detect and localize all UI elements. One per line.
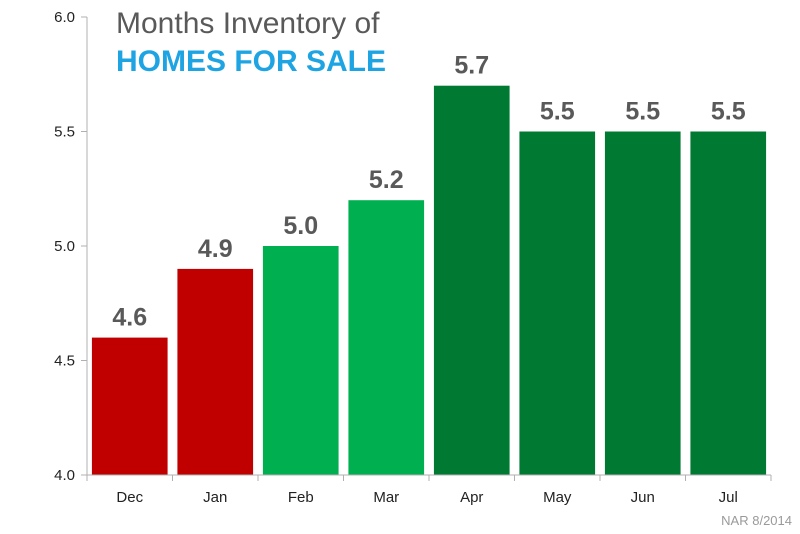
bar-apr	[433, 85, 510, 475]
bar-jun	[604, 131, 681, 475]
chart-title-line1: Months Inventory of	[116, 7, 380, 40]
data-label-jan: 4.9	[198, 235, 233, 263]
x-tick-label-jul: Jul	[719, 489, 738, 506]
x-axis: Dec Jan Feb Mar Apr May Jun Jul	[86, 474, 772, 506]
bar-may	[519, 131, 596, 475]
bar-feb	[262, 246, 339, 475]
data-label-jun: 5.5	[625, 98, 660, 126]
bar-jan	[177, 268, 254, 475]
x-tick-label-mar: Mar	[373, 489, 399, 506]
x-tick-label-apr: Apr	[460, 489, 483, 506]
x-tick-label-feb: Feb	[288, 489, 314, 506]
y-tick-label: 5.5	[54, 124, 75, 141]
data-label-mar: 5.2	[369, 166, 404, 194]
bars	[91, 85, 767, 475]
y-tick-label: 6.0	[54, 9, 75, 26]
data-label-jul: 5.5	[711, 98, 746, 126]
y-tick-label: 5.0	[54, 238, 75, 255]
data-label-may: 5.5	[540, 98, 575, 126]
bar-dec	[91, 337, 168, 475]
y-tick-label: 4.5	[54, 353, 75, 370]
chart-title-line2: HOMES FOR SALE	[116, 45, 386, 78]
bar-mar	[348, 200, 425, 475]
source-note: NAR 8/2014	[721, 513, 792, 528]
x-tick-label-jan: Jan	[203, 489, 227, 506]
y-tick-label: 4.0	[54, 467, 75, 484]
x-tick-label-dec: Dec	[116, 489, 143, 506]
data-labels: 4.6 4.9 5.0 5.2 5.7 5.5 5.5 5.5	[112, 52, 745, 332]
y-axis: 4.0 4.5 5.0 5.5 6.0	[54, 9, 88, 484]
bar-jul	[690, 131, 767, 475]
data-label-apr: 5.7	[454, 52, 489, 80]
data-label-feb: 5.0	[283, 212, 318, 240]
data-label-dec: 4.6	[112, 304, 147, 332]
x-tick-label-may: May	[543, 489, 572, 506]
x-tick-label-jun: Jun	[631, 489, 655, 506]
